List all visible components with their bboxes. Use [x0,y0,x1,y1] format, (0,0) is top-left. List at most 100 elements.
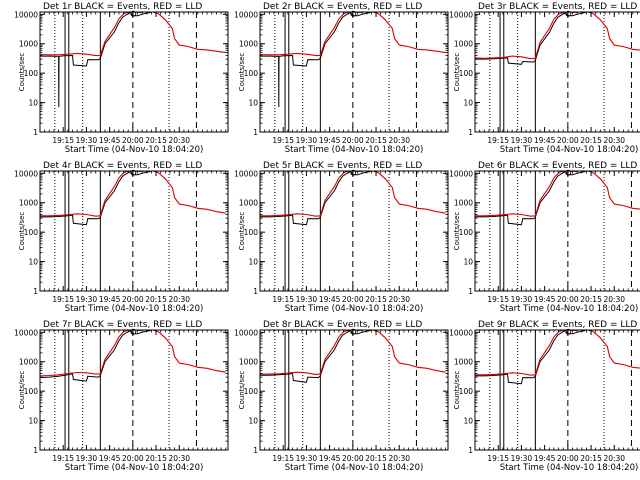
panel-det-2: Det 2r BLACK = Events, RED = LLD 1 10 100 10… [234,2,449,155]
xtick-label: 20:00 [557,295,579,304]
axes-frame [474,329,640,451]
ytick-label: 10000 [14,328,38,337]
panel-title: Det 1r BLACK = Events, RED = LLD [43,2,202,12]
panel-det-8: Det 8r BLACK = Events, RED = LLD 1 10 100 10… [234,320,449,473]
xtick-label: 19:15 [272,454,294,463]
series-lld-line [40,330,226,377]
xtick-label: 19:45 [534,136,556,145]
ytick-label: 10 [28,417,38,426]
axes-frame [39,329,229,451]
ytick-label: 10000 [234,10,258,19]
y-axis-label: Counts/sec [18,53,26,92]
ytick-label: 10 [28,99,38,108]
ytick-label: 1 [468,446,473,455]
panel-title: Det 8r BLACK = Events, RED = LLD [263,320,422,330]
x-axis-label: Start Time (04-Nov-10 18:04:20) [65,463,204,473]
xtick-label: 19:15 [52,454,74,463]
panel-det-7: Det 7r BLACK = Events, RED = LLD 1 10 100 10… [14,320,229,473]
xtick-label: 20:15 [365,454,387,463]
ytick-label: 10000 [14,10,38,19]
series-lld-line [40,171,226,217]
series-events-line [475,330,586,385]
ytick-label: 100 [24,69,39,78]
panel-det-5: Det 5r BLACK = Events, RED = LLD 1 10 100 10… [234,161,449,314]
series-events-line [260,12,371,108]
xtick-label: 20:00 [122,454,144,463]
xtick-label: 19:45 [319,136,341,145]
y-axis-label: Counts/sec [238,212,246,251]
xtick-label: 20:30 [168,136,190,145]
x-axis-label: Start Time (04-Nov-10 18:04:20) [65,145,204,155]
axes-frame [39,170,229,292]
xtick-label: 19:15 [52,136,74,145]
ytick-label: 10 [28,258,38,267]
y-axis-label: Counts/sec [18,212,26,251]
xtick-label: 19:30 [511,136,533,145]
ytick-label: 100 [24,228,39,237]
panel-title: Det 3r BLACK = Events, RED = LLD [478,2,637,12]
axes-frame [39,11,229,133]
panel-title: Det 4r BLACK = Events, RED = LLD [43,161,202,171]
panel-title: Det 6r BLACK = Events, RED = LLD [478,161,637,171]
ytick-label: 10 [463,258,473,267]
series-lld-line [260,12,446,57]
ytick-label: 1000 [454,40,473,49]
panel-title: Det 7r BLACK = Events, RED = LLD [43,320,202,330]
ytick-label: 100 [459,228,474,237]
xtick-label: 20:30 [388,136,410,145]
xtick-label: 20:00 [342,454,364,463]
xtick-label: 19:30 [511,295,533,304]
ytick-label: 1000 [239,358,258,367]
xtick-label: 19:15 [52,295,74,304]
x-axis-label: Start Time (04-Nov-10 18:04:20) [285,145,424,155]
y-axis-label: Counts/sec [453,371,461,410]
xtick-label: 19:45 [99,295,121,304]
xtick-label: 19:15 [272,295,294,304]
series-lld-line [475,12,640,60]
xtick-label: 20:15 [365,295,387,304]
series-events-line [260,171,371,226]
xtick-label: 19:30 [296,136,318,145]
ytick-label: 1000 [19,358,38,367]
panel-title: Det 2r BLACK = Events, RED = LLD [263,2,422,12]
series-lld-line [475,171,640,217]
ytick-label: 10000 [234,328,258,337]
y-axis-label: Counts/sec [453,212,461,251]
ytick-label: 1 [253,287,258,296]
xtick-label: 19:45 [319,295,341,304]
ytick-label: 100 [244,69,259,78]
xtick-label: 19:45 [99,136,121,145]
xtick-label: 19:45 [99,454,121,463]
xtick-label: 19:15 [487,454,509,463]
xtick-label: 19:30 [76,454,98,463]
ytick-label: 1 [33,287,38,296]
xtick-label: 19:15 [487,136,509,145]
ytick-label: 1 [253,446,258,455]
xtick-label: 20:00 [342,136,364,145]
ytick-label: 1 [468,287,473,296]
ytick-label: 1000 [454,199,473,208]
xtick-label: 19:30 [296,295,318,304]
xtick-label: 19:45 [534,295,556,304]
xtick-label: 20:15 [145,454,167,463]
panel-det-4: Det 4r BLACK = Events, RED = LLD 1 10 100 10… [14,161,229,314]
ytick-label: 1000 [239,40,258,49]
xtick-label: 19:30 [76,295,98,304]
xtick-label: 19:15 [487,295,509,304]
ytick-label: 10000 [449,10,473,19]
x-axis-label: Start Time (04-Nov-10 18:04:20) [500,304,639,314]
series-lld-line [260,330,446,375]
axes-frame [259,329,449,451]
ytick-label: 100 [459,387,474,396]
series-lld-line [475,330,640,376]
xtick-label: 20:15 [580,295,602,304]
xtick-label: 20:00 [122,295,144,304]
xtick-label: 20:15 [145,295,167,304]
ytick-label: 10000 [449,169,473,178]
y-axis-label: Counts/sec [18,371,26,410]
series-events-line [40,12,151,108]
xtick-label: 20:15 [145,136,167,145]
panel-title: Det 5r BLACK = Events, RED = LLD [263,161,422,171]
xtick-label: 19:45 [319,454,341,463]
ytick-label: 10 [248,99,258,108]
